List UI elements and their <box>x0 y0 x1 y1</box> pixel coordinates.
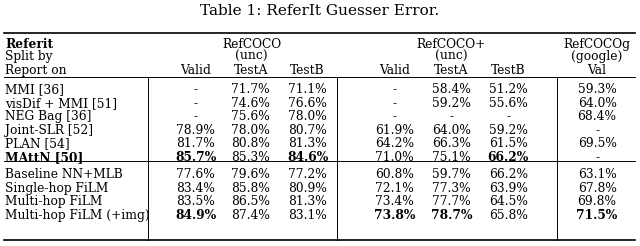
Text: 69.8%: 69.8% <box>578 195 616 208</box>
Text: TestA: TestA <box>434 64 468 77</box>
Text: -: - <box>392 97 396 110</box>
Text: visDif + MMI [51]: visDif + MMI [51] <box>5 97 117 110</box>
Text: Baseline NN+MLB: Baseline NN+MLB <box>5 168 123 181</box>
Text: -: - <box>595 124 599 137</box>
Text: 73.4%: 73.4% <box>375 195 414 208</box>
Text: -: - <box>194 83 198 96</box>
Text: 55.6%: 55.6% <box>489 97 527 110</box>
Text: 71.7%: 71.7% <box>231 83 270 96</box>
Text: Split by: Split by <box>5 50 52 63</box>
Text: 66.3%: 66.3% <box>432 138 471 150</box>
Text: 65.8%: 65.8% <box>489 209 528 222</box>
Text: 77.2%: 77.2% <box>288 168 327 181</box>
Text: MMI [36]: MMI [36] <box>5 83 64 96</box>
Text: 85.3%: 85.3% <box>231 151 270 164</box>
Text: -: - <box>595 151 599 164</box>
Text: 59.7%: 59.7% <box>432 168 470 181</box>
Text: MAttN [50]: MAttN [50] <box>5 151 83 164</box>
Text: 68.4%: 68.4% <box>578 110 616 123</box>
Text: -: - <box>392 83 396 96</box>
Text: 60.8%: 60.8% <box>375 168 414 181</box>
Text: 66.2%: 66.2% <box>489 168 528 181</box>
Text: 64.0%: 64.0% <box>432 124 471 137</box>
Text: 61.9%: 61.9% <box>375 124 414 137</box>
Text: 64.2%: 64.2% <box>375 138 414 150</box>
Text: 80.8%: 80.8% <box>231 138 270 150</box>
Text: 83.1%: 83.1% <box>288 209 327 222</box>
Text: 59.2%: 59.2% <box>432 97 471 110</box>
Text: 75.6%: 75.6% <box>231 110 270 123</box>
Text: 64.5%: 64.5% <box>489 195 528 208</box>
Text: 64.0%: 64.0% <box>578 97 616 110</box>
Text: 87.4%: 87.4% <box>231 209 270 222</box>
Text: Referit: Referit <box>5 38 53 51</box>
Text: 76.6%: 76.6% <box>288 97 327 110</box>
Text: (unc): (unc) <box>236 50 268 63</box>
Text: NEG Bag [36]: NEG Bag [36] <box>5 110 92 123</box>
Text: Report on: Report on <box>5 64 67 77</box>
Text: -: - <box>449 110 453 123</box>
Text: 81.3%: 81.3% <box>288 195 327 208</box>
Text: 84.9%: 84.9% <box>175 209 216 222</box>
Text: 78.9%: 78.9% <box>176 124 215 137</box>
Text: 79.6%: 79.6% <box>231 168 270 181</box>
Text: 58.4%: 58.4% <box>432 83 471 96</box>
Text: 84.6%: 84.6% <box>287 151 328 164</box>
Text: RefCOCO: RefCOCO <box>222 38 281 51</box>
Text: 78.0%: 78.0% <box>231 124 270 137</box>
Text: 59.2%: 59.2% <box>489 124 528 137</box>
Text: RefCOCOg: RefCOCOg <box>564 38 630 51</box>
Text: 63.1%: 63.1% <box>578 168 616 181</box>
Text: 77.3%: 77.3% <box>432 182 470 195</box>
Text: 71.0%: 71.0% <box>375 151 413 164</box>
Text: 83.4%: 83.4% <box>176 182 215 195</box>
Text: Table 1: ReferIt Guesser Error.: Table 1: ReferIt Guesser Error. <box>200 4 439 18</box>
Text: 81.3%: 81.3% <box>288 138 327 150</box>
Text: -: - <box>506 110 510 123</box>
Text: 67.8%: 67.8% <box>578 182 616 195</box>
Text: -: - <box>392 110 396 123</box>
Text: 66.2%: 66.2% <box>488 151 529 164</box>
Text: 63.9%: 63.9% <box>489 182 528 195</box>
Text: TestB: TestB <box>290 64 325 77</box>
Text: 61.5%: 61.5% <box>489 138 527 150</box>
Text: Multi-hop FiLM: Multi-hop FiLM <box>5 195 102 208</box>
Text: Valid: Valid <box>180 64 211 77</box>
Text: TestA: TestA <box>234 64 268 77</box>
Text: 85.7%: 85.7% <box>175 151 216 164</box>
Text: Valid: Valid <box>379 64 410 77</box>
Text: 85.8%: 85.8% <box>231 182 270 195</box>
Text: -: - <box>194 110 198 123</box>
Text: 78.7%: 78.7% <box>431 209 472 222</box>
Text: 72.1%: 72.1% <box>375 182 414 195</box>
Text: 73.8%: 73.8% <box>374 209 415 222</box>
Text: Multi-hop FiLM (+img): Multi-hop FiLM (+img) <box>5 209 150 222</box>
Text: 71.5%: 71.5% <box>577 209 618 222</box>
Text: (unc): (unc) <box>435 50 468 63</box>
Text: Val: Val <box>588 64 607 77</box>
Text: RefCOCO+: RefCOCO+ <box>417 38 486 51</box>
Text: 83.5%: 83.5% <box>177 195 215 208</box>
Text: 59.3%: 59.3% <box>578 83 616 96</box>
Text: -: - <box>194 97 198 110</box>
Text: 80.9%: 80.9% <box>288 182 327 195</box>
Text: 86.5%: 86.5% <box>231 195 270 208</box>
Text: 81.7%: 81.7% <box>177 138 215 150</box>
Text: Joint-SLR [52]: Joint-SLR [52] <box>5 124 93 137</box>
Text: (google): (google) <box>572 50 623 63</box>
Text: 74.6%: 74.6% <box>231 97 270 110</box>
Text: 77.7%: 77.7% <box>432 195 470 208</box>
Text: TestB: TestB <box>491 64 525 77</box>
Text: 78.0%: 78.0% <box>288 110 327 123</box>
Text: 71.1%: 71.1% <box>288 83 327 96</box>
Text: 51.2%: 51.2% <box>489 83 527 96</box>
Text: 69.5%: 69.5% <box>578 138 616 150</box>
Text: 80.7%: 80.7% <box>288 124 327 137</box>
Text: 75.1%: 75.1% <box>432 151 470 164</box>
Text: 77.6%: 77.6% <box>177 168 215 181</box>
Text: Single-hop FiLM: Single-hop FiLM <box>5 182 108 195</box>
Text: PLAN [54]: PLAN [54] <box>5 138 70 150</box>
